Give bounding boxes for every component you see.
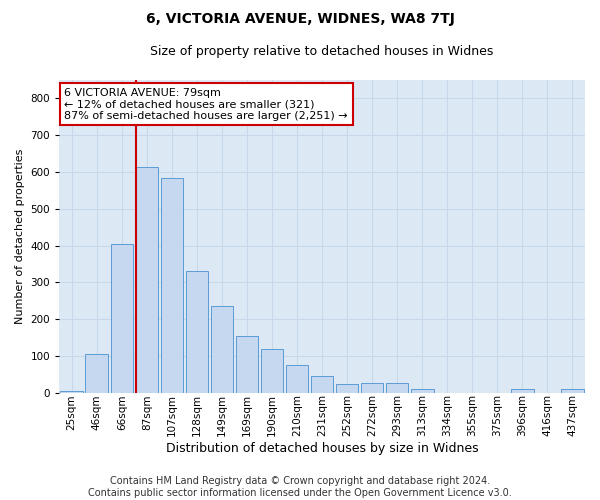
Bar: [311, 376, 334, 393]
Bar: [61, 391, 83, 393]
Bar: [136, 166, 158, 393]
Bar: [85, 354, 108, 393]
Bar: [336, 384, 358, 393]
Title: Size of property relative to detached houses in Widnes: Size of property relative to detached ho…: [151, 45, 494, 58]
Bar: [386, 383, 409, 393]
Bar: [110, 244, 133, 393]
Bar: [286, 366, 308, 393]
Bar: [561, 389, 584, 393]
Bar: [185, 272, 208, 393]
X-axis label: Distribution of detached houses by size in Widnes: Distribution of detached houses by size …: [166, 442, 478, 455]
Bar: [511, 389, 533, 393]
Bar: [361, 383, 383, 393]
Bar: [261, 349, 283, 393]
Bar: [236, 336, 258, 393]
Bar: [211, 306, 233, 393]
Bar: [411, 389, 434, 393]
Bar: [161, 178, 183, 393]
Text: 6 VICTORIA AVENUE: 79sqm
← 12% of detached houses are smaller (321)
87% of semi-: 6 VICTORIA AVENUE: 79sqm ← 12% of detach…: [64, 88, 348, 121]
Text: 6, VICTORIA AVENUE, WIDNES, WA8 7TJ: 6, VICTORIA AVENUE, WIDNES, WA8 7TJ: [146, 12, 454, 26]
Y-axis label: Number of detached properties: Number of detached properties: [15, 149, 25, 324]
Text: Contains HM Land Registry data © Crown copyright and database right 2024.
Contai: Contains HM Land Registry data © Crown c…: [88, 476, 512, 498]
